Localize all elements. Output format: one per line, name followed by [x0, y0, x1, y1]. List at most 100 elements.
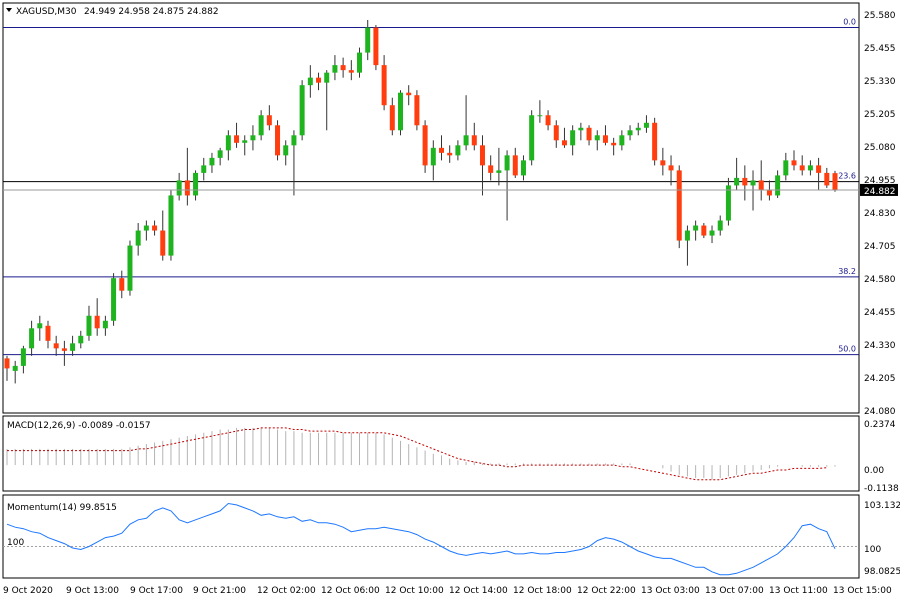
fib-level-label: 38.2: [838, 267, 856, 276]
bullish-candle: [357, 52, 363, 73]
momentum-series-line: [6, 502, 836, 576]
bullish-candle: [627, 130, 633, 136]
bearish-candle: [553, 125, 559, 141]
price-tick-label: 25.205: [864, 110, 896, 120]
bullish-candle: [578, 127, 584, 131]
fib-level-label: 0.0: [843, 18, 856, 27]
bearish-candle: [45, 325, 51, 341]
bearish-candle: [389, 105, 395, 131]
price-tick-label: 24.455: [864, 308, 896, 318]
price-tick-label: 24.205: [864, 374, 896, 384]
bearish-candle: [373, 27, 379, 66]
bullish-candle: [168, 195, 174, 256]
bullish-candle: [398, 92, 404, 131]
time-tick-label: 12 Oct 18:00: [513, 586, 572, 596]
bearish-candle: [438, 147, 444, 153]
bearish-candle: [316, 77, 322, 83]
momentum-tick-label: 103.1327: [864, 501, 900, 511]
bullish-candle: [504, 155, 510, 171]
bullish-candle: [725, 185, 731, 221]
time-tick-label: 13 Oct 07:00: [705, 586, 764, 596]
time-tick-label: 13 Oct 03:00: [641, 586, 700, 596]
bearish-candle: [676, 170, 682, 241]
macd-title: MACD(12,26,9) -0.0089 -0.0157: [7, 421, 151, 431]
time-tick-label: 12 Oct 14:00: [449, 586, 508, 596]
bearish-candle: [701, 225, 707, 236]
fib-level-label: 23.6: [838, 172, 856, 181]
bearish-candle: [652, 122, 658, 161]
bullish-candle: [693, 225, 699, 231]
macd-tick-label: -0.1138: [864, 484, 899, 494]
bearish-candle: [602, 135, 608, 143]
bullish-candle: [29, 328, 35, 349]
momentum-tick-label: 100: [864, 545, 881, 555]
bullish-candle: [570, 130, 576, 146]
bullish-candle: [217, 150, 223, 158]
bearish-candle: [152, 225, 158, 231]
bullish-candle: [193, 172, 199, 196]
bullish-candle: [709, 230, 715, 236]
bullish-candle: [365, 27, 371, 53]
price-axis: 25.580 25.455 25.330 25.205 25.080 24.95…: [864, 11, 896, 417]
bearish-candle: [184, 180, 190, 196]
bullish-candle: [127, 245, 133, 291]
bullish-candle: [242, 140, 248, 143]
time-tick-label: 9 Oct 17:00: [130, 586, 183, 596]
bullish-candle: [537, 115, 543, 117]
bearish-candle: [561, 140, 567, 146]
bearish-candle: [234, 135, 240, 143]
bullish-candle: [734, 177, 740, 186]
symbol-timeframe: XAGUSD,M30: [16, 7, 77, 17]
chart-menu-triangle-icon[interactable]: [6, 8, 12, 12]
bullish-candle: [332, 65, 338, 73]
bearish-candle: [668, 165, 674, 171]
time-tick-label: 12 Oct 10:00: [385, 586, 444, 596]
bullish-candle: [307, 77, 313, 86]
bullish-candle: [258, 115, 264, 136]
time-axis: 9 Oct 2020 9 Oct 13:00 9 Oct 17:00 9 Oct…: [3, 586, 892, 596]
bullish-candle: [86, 315, 92, 336]
bullish-candle: [291, 135, 297, 146]
bullish-candle: [283, 145, 289, 156]
bearish-candle: [406, 92, 412, 96]
fib-level-label: 50.0: [838, 345, 856, 354]
bullish-candle: [201, 165, 207, 173]
macd-histogram: [6, 427, 836, 481]
bullish-candle: [717, 220, 723, 231]
momentum-title: Momentum(14) 99.8515: [7, 503, 117, 513]
bullish-candle: [430, 147, 436, 166]
bullish-candle: [529, 115, 535, 161]
price-tick-label: 24.955: [864, 176, 896, 186]
macd-tick-label: 0.00: [864, 466, 884, 476]
bullish-candle: [78, 335, 84, 344]
bullish-candle: [209, 157, 215, 166]
price-panel-frame: [2, 2, 860, 414]
bearish-candle: [471, 135, 477, 146]
bearish-candle: [53, 343, 59, 349]
bullish-candle: [775, 175, 781, 196]
bearish-candle: [488, 165, 494, 173]
bearish-candle: [512, 155, 518, 176]
bearish-candle: [586, 127, 592, 141]
bullish-candle: [111, 278, 117, 321]
price-tick-label: 24.080: [864, 407, 896, 417]
bearish-candle: [816, 165, 822, 173]
bearish-candle: [766, 190, 772, 196]
candlesticks: [4, 20, 838, 384]
bullish-candle: [520, 160, 526, 176]
time-tick-label: 9 Oct 2020: [3, 586, 53, 596]
bullish-candle: [12, 365, 18, 371]
bearish-candle: [275, 125, 281, 156]
bearish-candle: [479, 145, 485, 166]
price-tick-label: 24.830: [864, 209, 896, 219]
bullish-candle: [324, 72, 330, 83]
bearish-candle: [791, 160, 797, 166]
bearish-candle: [160, 230, 166, 256]
time-tick-label: 13 Oct 15:00: [833, 586, 892, 596]
momentum-level-label: 100: [7, 538, 24, 548]
bullish-candle: [20, 348, 26, 366]
bearish-candle: [422, 125, 428, 166]
bullish-candle: [783, 160, 789, 176]
bearish-candle: [742, 177, 748, 186]
